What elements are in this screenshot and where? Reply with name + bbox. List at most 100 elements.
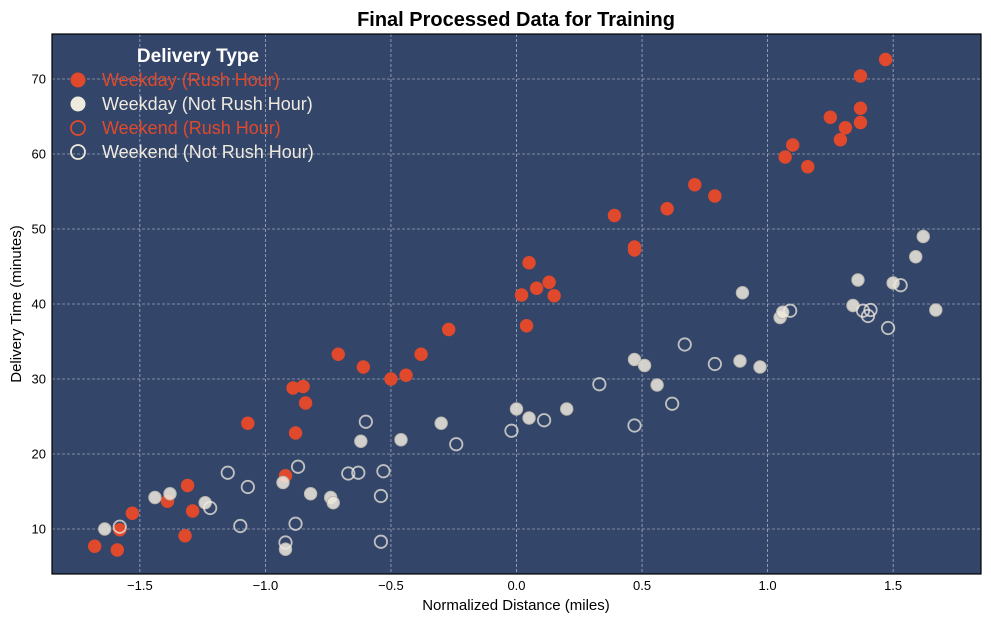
data-point bbox=[240, 479, 255, 495]
data-point bbox=[163, 487, 177, 501]
y-tick-label: 70 bbox=[32, 72, 46, 87]
data-point bbox=[233, 518, 248, 534]
data-point bbox=[660, 202, 674, 216]
data-point bbox=[637, 358, 652, 373]
data-point bbox=[853, 69, 868, 83]
data-point bbox=[522, 411, 536, 425]
data-point bbox=[753, 360, 767, 374]
data-point bbox=[98, 522, 112, 536]
data-point bbox=[560, 402, 574, 416]
data-point bbox=[592, 377, 607, 392]
data-point bbox=[288, 426, 303, 440]
data-point bbox=[241, 416, 255, 430]
data-point bbox=[276, 475, 290, 490]
chart-title: Final Processed Data for Training bbox=[357, 9, 675, 31]
data-point bbox=[823, 110, 838, 124]
data-point bbox=[288, 516, 303, 531]
y-tick-label: 60 bbox=[32, 147, 46, 162]
legend-entry: Weekend (Rush Hour) bbox=[102, 118, 281, 138]
plot-frame bbox=[51, 33, 982, 575]
data-point bbox=[522, 256, 536, 270]
data-point bbox=[778, 150, 792, 164]
data-point bbox=[853, 101, 868, 115]
data-point bbox=[880, 320, 896, 336]
data-point bbox=[178, 529, 192, 543]
data-point bbox=[509, 402, 524, 416]
data-points bbox=[87, 52, 943, 557]
data-point bbox=[358, 414, 373, 429]
data-point bbox=[376, 464, 391, 479]
data-point bbox=[148, 490, 162, 505]
x-tick-label: 1.5 bbox=[884, 578, 902, 593]
data-point bbox=[198, 496, 212, 510]
x-tick-label: 1.0 bbox=[759, 578, 777, 593]
data-point bbox=[878, 52, 893, 67]
data-point bbox=[449, 437, 464, 452]
data-point bbox=[627, 352, 642, 367]
data-point bbox=[665, 396, 680, 411]
data-point bbox=[838, 121, 853, 135]
data-point bbox=[298, 396, 313, 410]
data-point bbox=[278, 535, 293, 550]
data-point bbox=[863, 302, 878, 318]
data-point bbox=[351, 465, 366, 480]
legend-entry: Weekday (Rush Hour) bbox=[102, 70, 280, 90]
data-point bbox=[373, 488, 389, 504]
data-point bbox=[785, 138, 800, 152]
legend-entry: Weekend (Not Rush Hour) bbox=[102, 142, 314, 162]
data-point bbox=[203, 500, 218, 516]
data-point bbox=[650, 378, 664, 392]
data-point bbox=[688, 178, 702, 192]
data-point bbox=[331, 347, 345, 361]
data-point bbox=[537, 413, 552, 428]
data-point bbox=[112, 519, 127, 534]
data-point bbox=[180, 478, 195, 493]
data-point bbox=[303, 487, 318, 501]
y-tick-label: 50 bbox=[32, 222, 46, 237]
data-point bbox=[677, 337, 692, 352]
data-point bbox=[442, 322, 456, 337]
legend-marker bbox=[70, 72, 86, 88]
data-point bbox=[185, 504, 200, 518]
data-point bbox=[113, 523, 127, 537]
y-tick-label: 10 bbox=[32, 522, 46, 537]
data-point bbox=[893, 278, 908, 293]
axis-ticks: −1.5 −1.0 −0.5 0.0 0.5 1.0 1.5 10 20 30 40 50 60 70 bbox=[32, 72, 903, 594]
data-point bbox=[514, 288, 529, 302]
data-point bbox=[354, 434, 368, 448]
data-point bbox=[394, 433, 408, 447]
y-tick-label: 40 bbox=[32, 297, 46, 312]
data-point bbox=[627, 418, 642, 433]
data-point bbox=[542, 275, 556, 289]
data-point bbox=[290, 459, 306, 474]
x-tick-label: −1.5 bbox=[127, 578, 153, 593]
data-point bbox=[886, 276, 900, 290]
x-tick-label: 0.0 bbox=[507, 578, 525, 593]
legend-marker bbox=[70, 144, 86, 160]
y-tick-label: 20 bbox=[32, 447, 46, 462]
data-point bbox=[356, 360, 371, 374]
data-point bbox=[87, 539, 102, 553]
x-tick-label: −1.0 bbox=[253, 578, 279, 593]
data-point bbox=[916, 229, 930, 244]
grid-lines bbox=[52, 34, 981, 574]
data-point bbox=[519, 319, 534, 333]
data-point bbox=[783, 303, 798, 318]
y-axis-label: Delivery Time (minutes) bbox=[8, 225, 25, 383]
data-point bbox=[735, 286, 750, 300]
legend-title: Delivery Type bbox=[137, 46, 259, 67]
data-point bbox=[414, 347, 428, 361]
data-point bbox=[399, 368, 413, 382]
data-point bbox=[110, 543, 124, 557]
data-point bbox=[929, 303, 943, 317]
data-point bbox=[909, 250, 923, 264]
data-point bbox=[125, 506, 140, 520]
data-point bbox=[801, 160, 815, 174]
data-point bbox=[296, 379, 310, 394]
legend-marker bbox=[70, 96, 86, 112]
data-point bbox=[341, 466, 356, 481]
x-tick-label: 0.5 bbox=[633, 578, 651, 593]
data-point bbox=[853, 115, 868, 130]
data-point bbox=[529, 281, 544, 295]
